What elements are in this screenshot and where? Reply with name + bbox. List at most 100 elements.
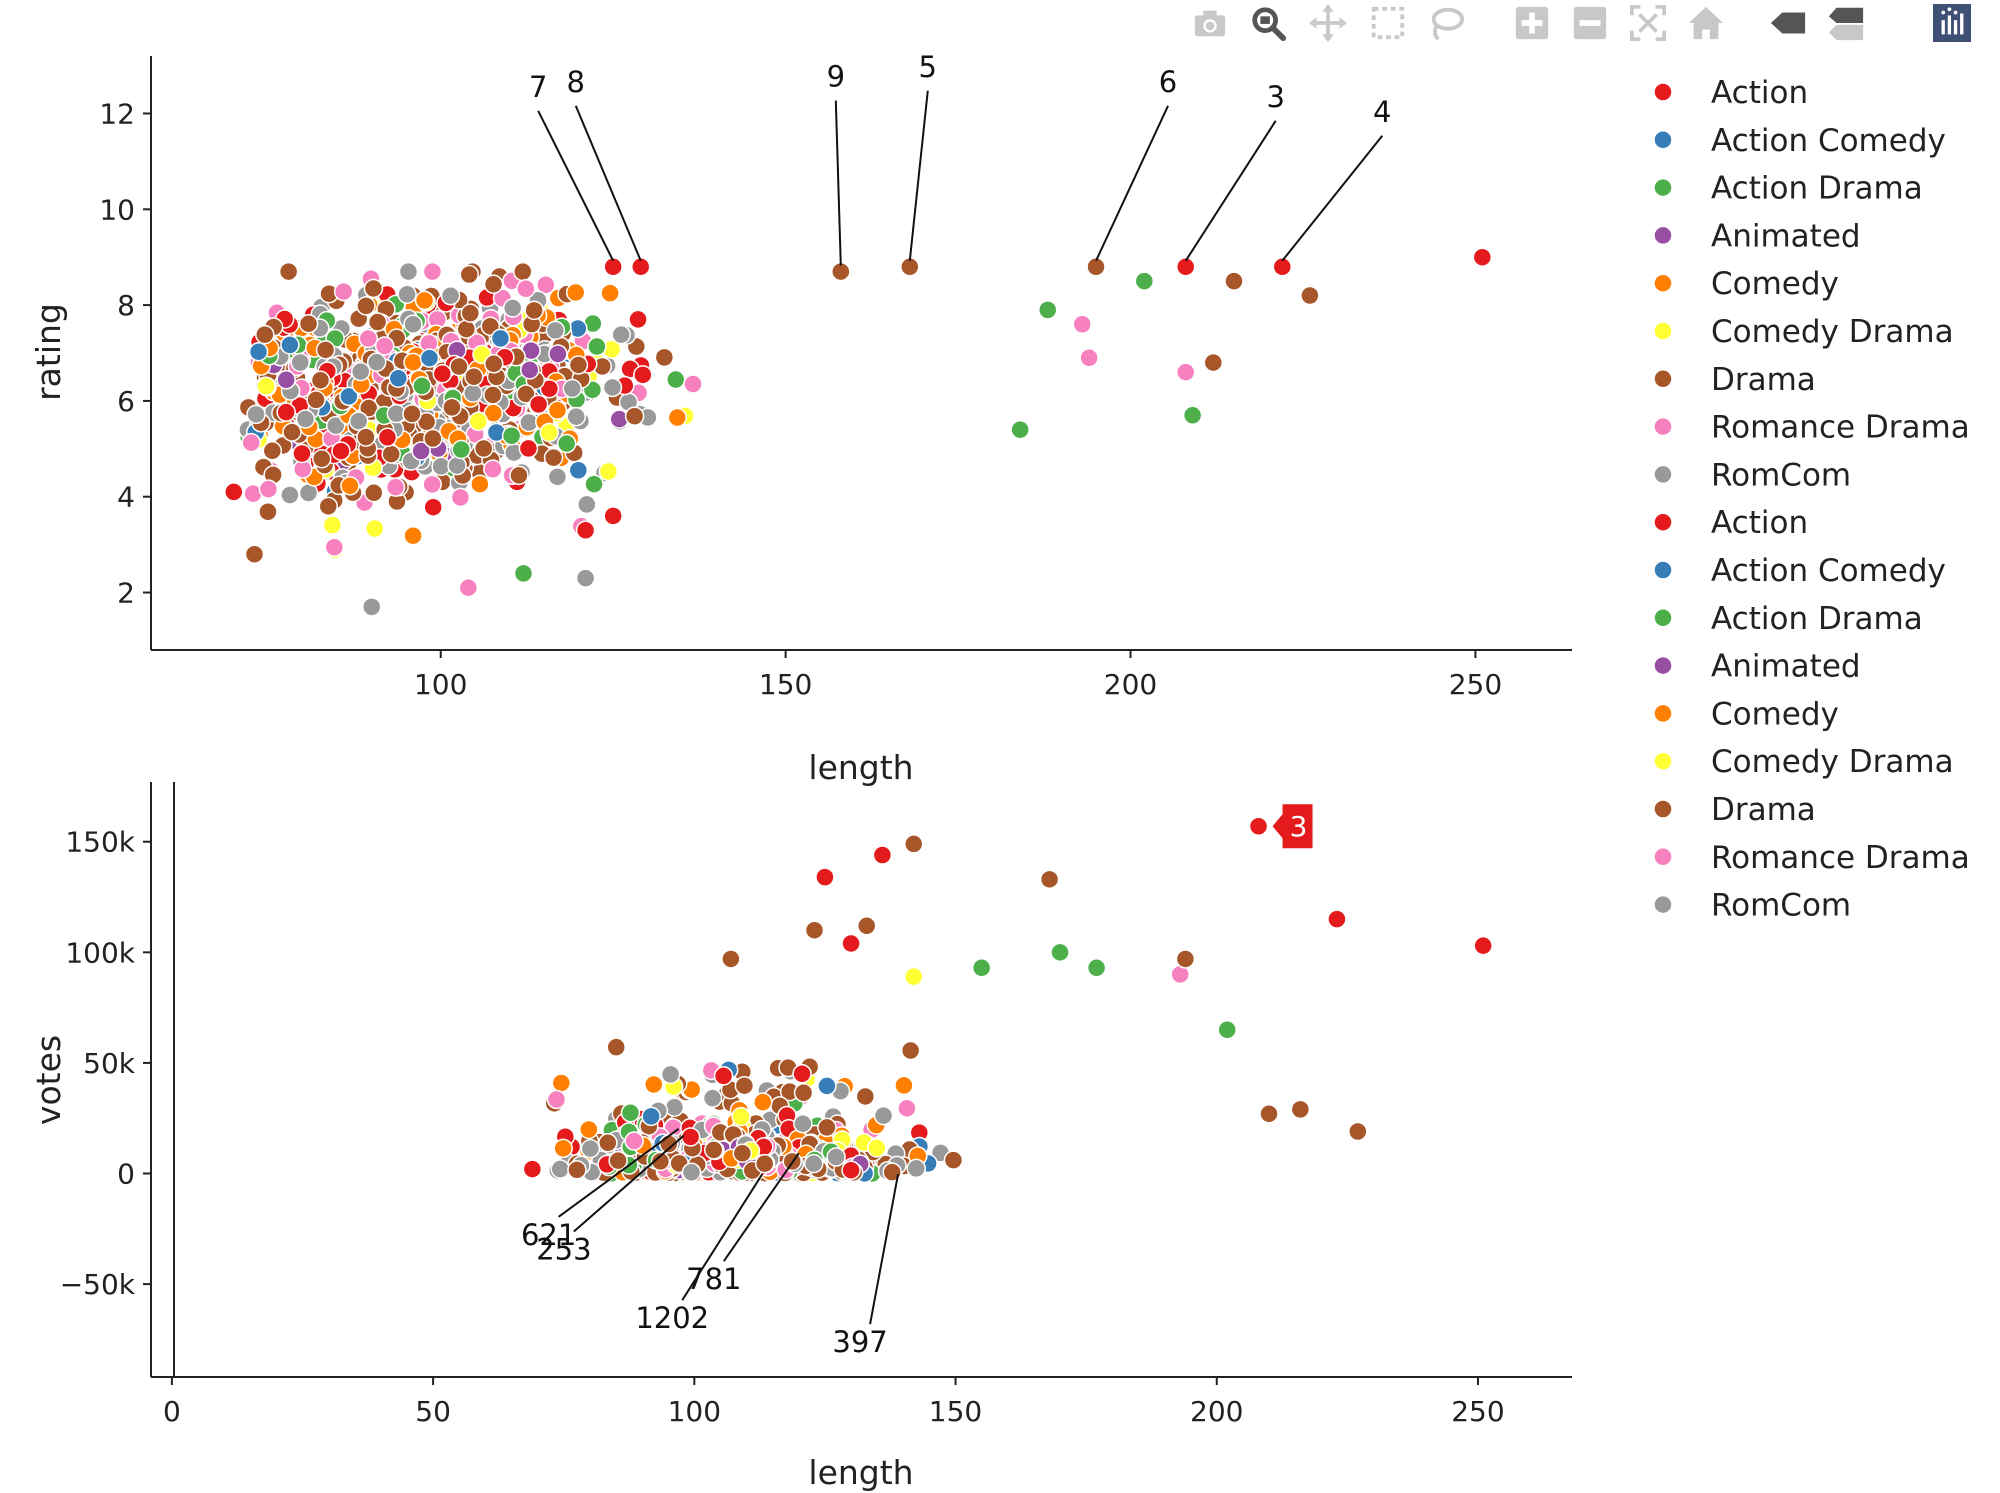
data-point[interactable]: Romance Drama [536,275,556,295]
lasso-select-icon[interactable] [1426,2,1466,44]
data-point[interactable]: Action [276,402,296,422]
data-point[interactable]: Drama [1039,869,1060,890]
data-point[interactable]: Animated [411,441,431,461]
data-point[interactable]: Drama [624,406,645,426]
data-point[interactable]: Action [841,933,861,954]
spike-lines-icon[interactable] [1768,2,1808,44]
data-point[interactable]: Romance Drama [1175,362,1196,382]
data-point[interactable]: RomCom [826,1147,846,1167]
legend-item[interactable]: Drama [1653,792,1816,828]
data-point[interactable]: RomCom [463,383,483,403]
data-point[interactable]: Comedy [340,476,360,496]
data-point[interactable]: RomCom [350,361,371,382]
data-point[interactable]: Action Comedy [280,335,300,355]
legend-item[interactable]: Action [1653,75,1808,111]
data-point[interactable]: RomCom [545,320,566,341]
data-point[interactable]: Romance Drama [450,487,471,508]
data-point[interactable]: Comedy Drama [322,515,343,535]
data-point[interactable]: Drama [509,465,529,486]
data-point[interactable]: Drama [483,385,503,405]
data-point[interactable]: Drama [804,920,825,940]
data-point[interactable]: Romance Drama [333,281,354,302]
data-point[interactable]: Drama [449,356,469,377]
data-point[interactable]: Animated [276,370,296,390]
data-point[interactable]: Action Comedy [419,348,440,368]
data-point[interactable]: Drama [464,366,484,387]
data-point[interactable]: Drama [900,1040,921,1061]
data-point[interactable]: Action [292,443,312,464]
data-point[interactable]: Action [224,482,244,502]
data-point[interactable]: Action Comedy [490,328,511,349]
data-point[interactable]: Action [713,1066,734,1086]
legend-item[interactable]: Animated [1653,649,1861,685]
data-point[interactable]: Drama [606,1037,626,1057]
data-point[interactable]: Drama [1086,257,1106,277]
data-point[interactable]: Drama [367,312,388,332]
data-point[interactable]: Comedy [414,290,435,311]
legend-item[interactable]: Comedy Drama [1653,314,1954,350]
data-point[interactable]: Romance Drama [241,432,261,453]
data-point[interactable]: Romance Drama [358,328,378,349]
data-point[interactable]: Romance Drama [374,336,395,356]
data-point[interactable]: RomCom [803,1153,824,1174]
data-point[interactable]: RomCom [403,314,423,335]
data-point[interactable]: Action [680,1127,701,1147]
data-point[interactable]: RomCom [280,485,300,505]
data-point[interactable]: Drama [817,1117,837,1138]
data-point[interactable]: Animated [519,360,540,380]
data-point[interactable]: RomCom [398,261,419,282]
data-point[interactable]: Drama [459,264,480,285]
data-point[interactable]: Comedy [894,1075,914,1096]
data-point[interactable]: RomCom [681,1162,702,1183]
data-point[interactable]: RomCom [366,352,387,372]
data-point[interactable]: Romance Drama [422,261,443,282]
data-point[interactable]: Drama [1300,285,1320,306]
data-point[interactable]: Drama [255,324,275,345]
data-point[interactable]: Romance Drama [324,537,345,557]
data-point[interactable]: Drama [1290,1099,1311,1120]
data-point[interactable]: Drama [943,1150,964,1170]
zoom-out-icon[interactable] [1570,2,1610,44]
data-point[interactable]: Drama [567,1160,587,1180]
data-point[interactable]: Comedy Drama [598,461,619,482]
legend-item[interactable]: Comedy Drama [1653,744,1954,780]
legend-item[interactable]: Drama [1653,362,1816,398]
data-point[interactable]: Romance Drama [516,279,536,299]
data-point[interactable]: Drama [456,319,477,339]
data-point[interactable]: Drama [734,1075,755,1096]
data-point[interactable]: Action Drama [1182,405,1203,426]
data-point[interactable]: Comedy Drama [867,1138,887,1158]
data-point[interactable]: Comedy Drama [468,411,489,432]
data-point[interactable]: Drama [1203,352,1224,373]
data-point[interactable]: RomCom [602,377,623,398]
data-point[interactable]: Action Drama [666,369,686,390]
data-point[interactable]: Drama [483,274,504,295]
data-point[interactable]: Action Drama [1010,419,1030,440]
data-point[interactable]: Comedy [553,1138,573,1159]
data-point[interactable]: RomCom [873,1105,894,1126]
data-point[interactable]: RomCom [562,378,583,399]
data-point[interactable]: RomCom [611,324,631,345]
zoom-in-icon[interactable] [1512,2,1552,44]
data-point[interactable]: Drama [402,404,422,424]
legend-item[interactable]: RomCom [1653,888,1851,924]
data-point[interactable]: Drama [608,1150,628,1171]
data-point[interactable]: Drama [882,1162,902,1182]
legend-item[interactable]: Action Drama [1653,601,1923,637]
data-point[interactable]: Drama [460,303,481,323]
box-select-icon[interactable] [1368,2,1408,44]
data-point[interactable]: Drama [282,422,302,442]
data-point[interactable]: Romance Drama [258,479,279,499]
data-point[interactable]: Drama [381,444,401,464]
data-point[interactable]: Drama [298,313,319,334]
data-point[interactable]: Drama [903,834,924,854]
data-point[interactable]: Comedy [600,283,620,303]
legend-item[interactable]: Romance Drama [1653,410,1970,446]
data-point[interactable]: Comedy Drama [539,422,559,443]
data-point[interactable]: Drama [1175,949,1196,969]
data-point[interactable]: RomCom [348,411,369,431]
data-point[interactable]: Drama [278,261,299,282]
data-point[interactable]: Action Drama [556,433,577,454]
data-point[interactable]: Drama [262,441,283,461]
data-point[interactable]: Action [1248,816,1269,836]
